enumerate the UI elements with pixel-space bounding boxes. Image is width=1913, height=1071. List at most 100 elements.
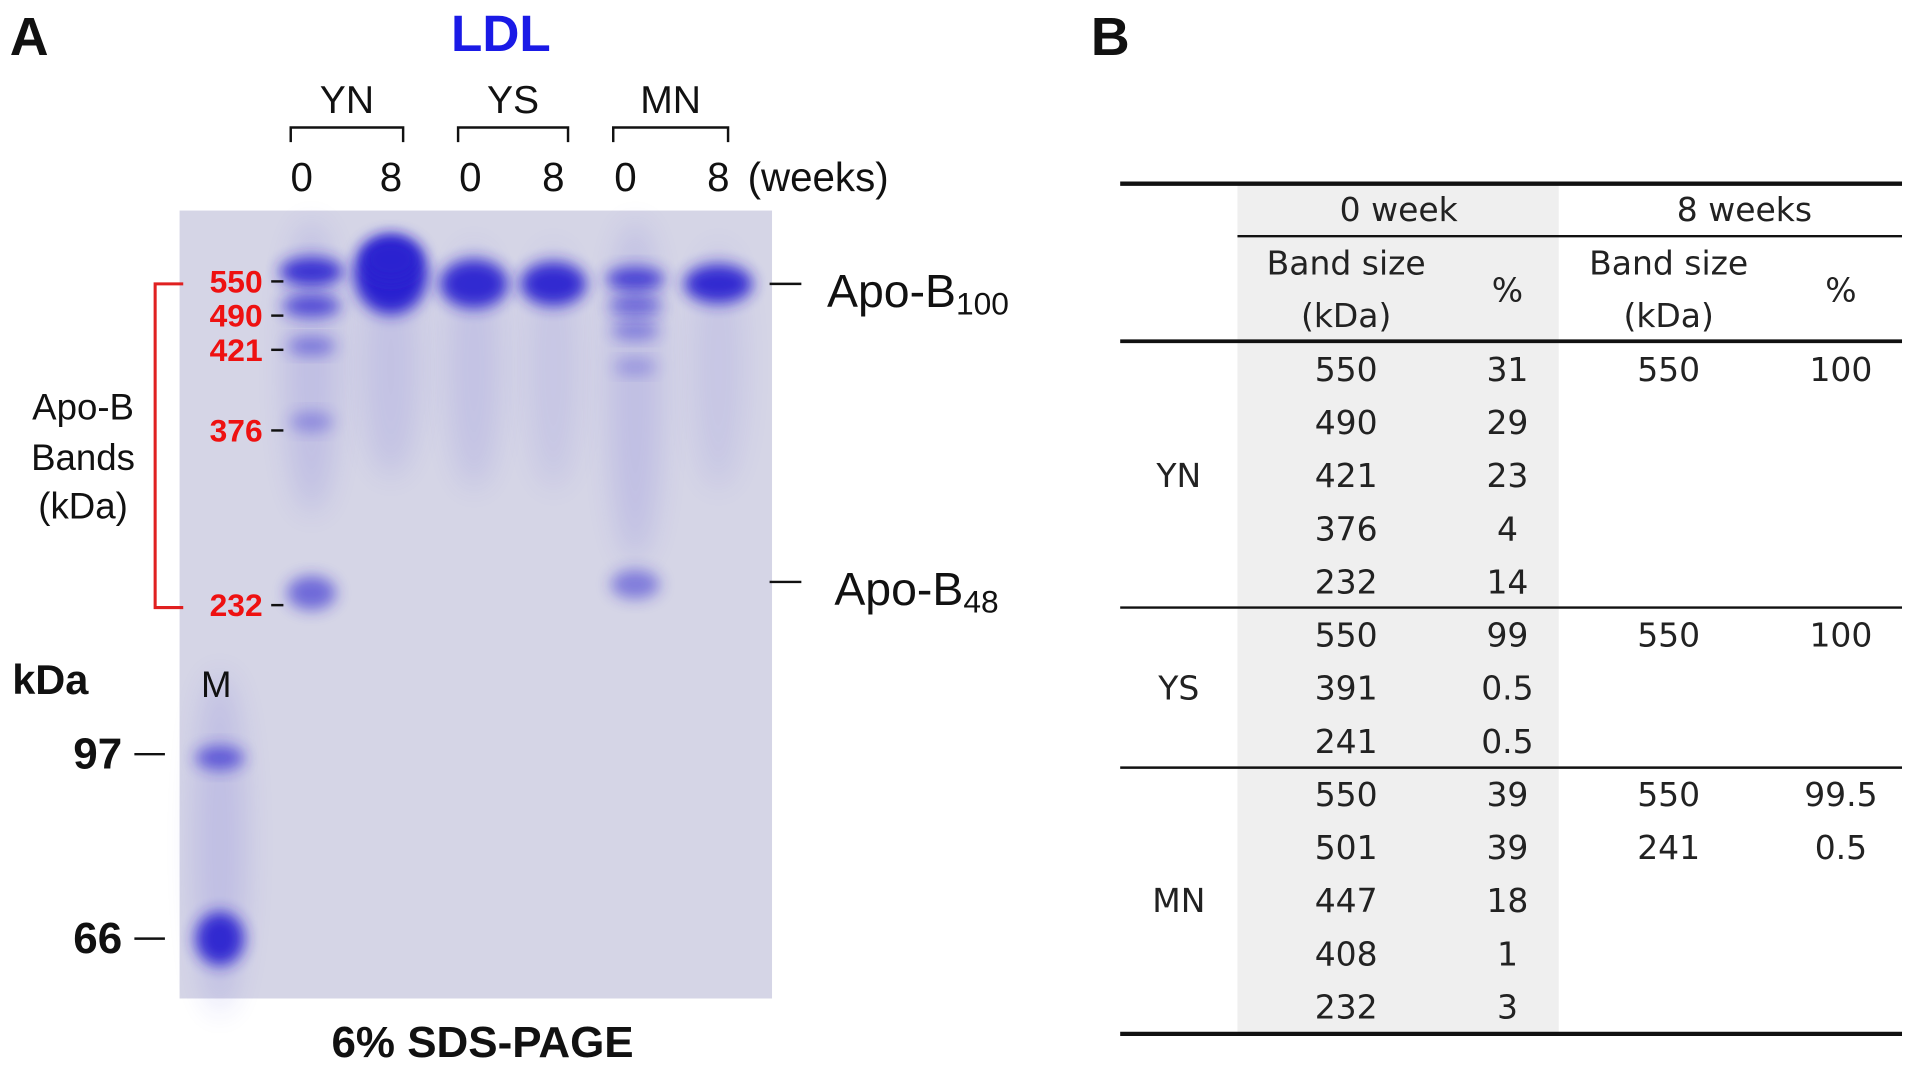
lane-label: 8 [542,155,564,200]
header: 0 week [1340,190,1458,229]
gel-band [610,321,660,339]
header: % [1825,270,1856,309]
cell: 3 [1497,988,1518,1027]
cell: 391 [1315,669,1378,708]
gel-band [195,911,245,966]
cell: 1 [1497,934,1518,973]
group-name: YN [1155,456,1201,495]
cell: 0.5 [1815,828,1867,867]
gel-band [526,244,581,490]
apo-b100-label: Apo-B100 [827,265,1009,321]
cell: 232 [1315,562,1378,601]
gel-band [289,412,334,432]
lane-label: 0 [459,155,481,200]
cell: 39 [1486,775,1528,814]
group-label: MN [640,79,701,122]
panel-label: A [10,7,49,67]
header: Band size [1267,244,1426,283]
cell: 550 [1637,775,1700,814]
cell: 31 [1486,350,1528,389]
band-label: 376 [210,412,263,448]
shade [1237,183,1559,1034]
cell: 232 [1315,988,1378,1027]
group-bracket [289,126,405,143]
bracket-label: (kDa) [38,486,128,527]
cell: 376 [1315,509,1378,548]
gel-band [605,266,665,292]
gel-caption: 6% SDS-PAGE [331,1018,633,1067]
cell: 490 [1315,403,1378,442]
header: (kDa) [1623,296,1713,335]
gel-band [195,745,245,771]
red-bracket [153,282,184,610]
gel-band [279,256,344,287]
cell: 241 [1315,722,1378,761]
group-name: YS [1157,669,1199,708]
cell: 421 [1315,456,1378,495]
cell: 550 [1637,350,1700,389]
band-label: 232 [210,587,263,623]
apo-b48-label: Apo-B48 [834,563,998,619]
cell: 14 [1486,562,1528,601]
cell: 0.5 [1481,669,1533,708]
gel-band [691,244,746,490]
gel-band [361,237,421,282]
lane-label: 0 [291,155,313,200]
cell: 100 [1809,616,1872,655]
gel-band [520,261,587,306]
cell: 99.5 [1804,775,1877,814]
band-label: 490 [210,298,263,334]
group-name: MN [1152,881,1205,920]
bracket-label: Bands [31,437,135,478]
band-label: 421 [210,332,263,368]
cell: 447 [1315,881,1378,920]
cell: 100 [1809,350,1872,389]
gel-band [608,296,663,316]
marker-size: 97 [73,730,122,779]
gel-band [282,294,341,317]
rules [1120,181,1903,1037]
cell: 18 [1486,881,1528,920]
gel-band [284,220,339,514]
gel-band [610,569,660,600]
gel-band [613,359,658,375]
gel-band [287,337,336,355]
cell: 550 [1315,350,1378,389]
marker-lane-label: M [201,664,232,705]
lane-label: 0 [614,155,636,200]
apo-sub: 48 [963,583,998,619]
apo-text: Apo-B [827,265,956,317]
cell: 4 [1497,509,1518,548]
lane-label: 8 [380,155,402,200]
cell: 29 [1486,403,1528,442]
cell: 550 [1315,616,1378,655]
cell: 241 [1637,828,1700,867]
cell: 550 [1637,616,1700,655]
group-label: YN [320,79,374,122]
cell: 99 [1486,616,1528,655]
cell: 408 [1315,934,1378,973]
header: (kDa) [1301,296,1391,335]
weeks-label: (weeks) [748,155,889,200]
leader-lines [134,282,802,940]
gel-band [287,575,336,611]
cell: 0.5 [1481,722,1533,761]
kda-label: kDa [12,656,89,703]
lane-label: 8 [707,155,729,200]
bracket-label: Apo-B [32,387,134,428]
header: % [1492,270,1523,309]
panel-title: LDL [451,5,551,62]
gel-band [439,259,509,309]
band-label: 550 [210,263,263,299]
cell: 501 [1315,828,1378,867]
marker-size: 66 [73,914,122,963]
cell: 550 [1315,775,1378,814]
cell: 23 [1486,456,1528,495]
header: 8 weeks [1677,190,1812,229]
cell: 39 [1486,828,1528,867]
gel-band [361,256,421,477]
panel-label: B [1091,7,1130,67]
apo-text: Apo-B [834,563,963,615]
